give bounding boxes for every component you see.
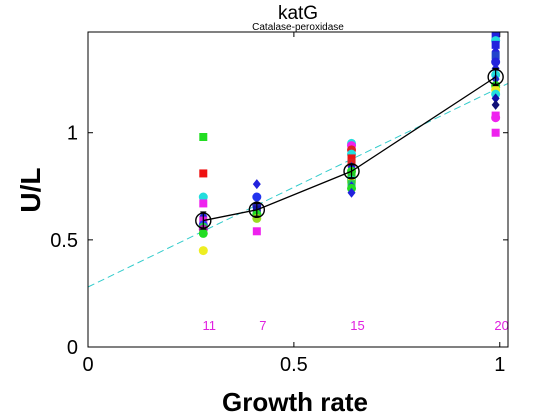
x-tick-label: 0 (82, 354, 93, 376)
sample-count-label: 20 (494, 318, 508, 333)
y-tick-label: 0.5 (50, 230, 78, 252)
x-axis-label: Growth rate (222, 387, 368, 417)
data-point-circle (491, 113, 501, 123)
plot-frame (87, 31, 509, 348)
data-point-diamond (252, 179, 261, 190)
chart-title: katG (278, 3, 318, 24)
data-point-circle (491, 57, 501, 67)
sample-counts: 11 7 15 20 (203, 318, 509, 333)
data-point-square (199, 199, 208, 208)
mean-line (203, 76, 497, 222)
mean-series (195, 67, 504, 230)
x-tick-label: 0.5 (280, 354, 308, 376)
data-point-square (491, 40, 500, 49)
chart-subtitle: Catalase-peroxidase (252, 22, 344, 33)
x-tick-label: 1 (494, 354, 505, 376)
data-point-circle (198, 192, 208, 202)
data-point-diamond (491, 93, 500, 104)
data-point-square (491, 128, 500, 137)
mean-point (343, 163, 360, 180)
data-point-circle (198, 228, 208, 238)
data-point-square (199, 133, 208, 141)
sample-count-label: 15 (350, 318, 364, 333)
data-point-diamond (491, 99, 500, 110)
sample-count-label: 7 (259, 318, 266, 333)
y-tick-label: 1 (67, 123, 78, 145)
data-point-circle (198, 246, 208, 256)
mean-point (487, 68, 504, 86)
data-point-circle (252, 192, 262, 202)
mean-point (248, 201, 266, 219)
fit-line (87, 82, 509, 288)
fit-line-group (87, 82, 509, 288)
data-point-square (252, 227, 261, 236)
y-tick-label: 0 (67, 337, 78, 359)
data-point-diamond (347, 187, 356, 198)
mean-point (195, 212, 212, 229)
sample-count-label: 11 (203, 318, 217, 333)
data-point-square (347, 154, 356, 163)
y-axis-label: U/L (15, 167, 46, 212)
data-points (198, 32, 501, 256)
data-point-square (491, 51, 500, 60)
axis-ticks: 0 0.5 1 0 0.5 1 (50, 32, 508, 376)
data-point-square (199, 169, 208, 178)
